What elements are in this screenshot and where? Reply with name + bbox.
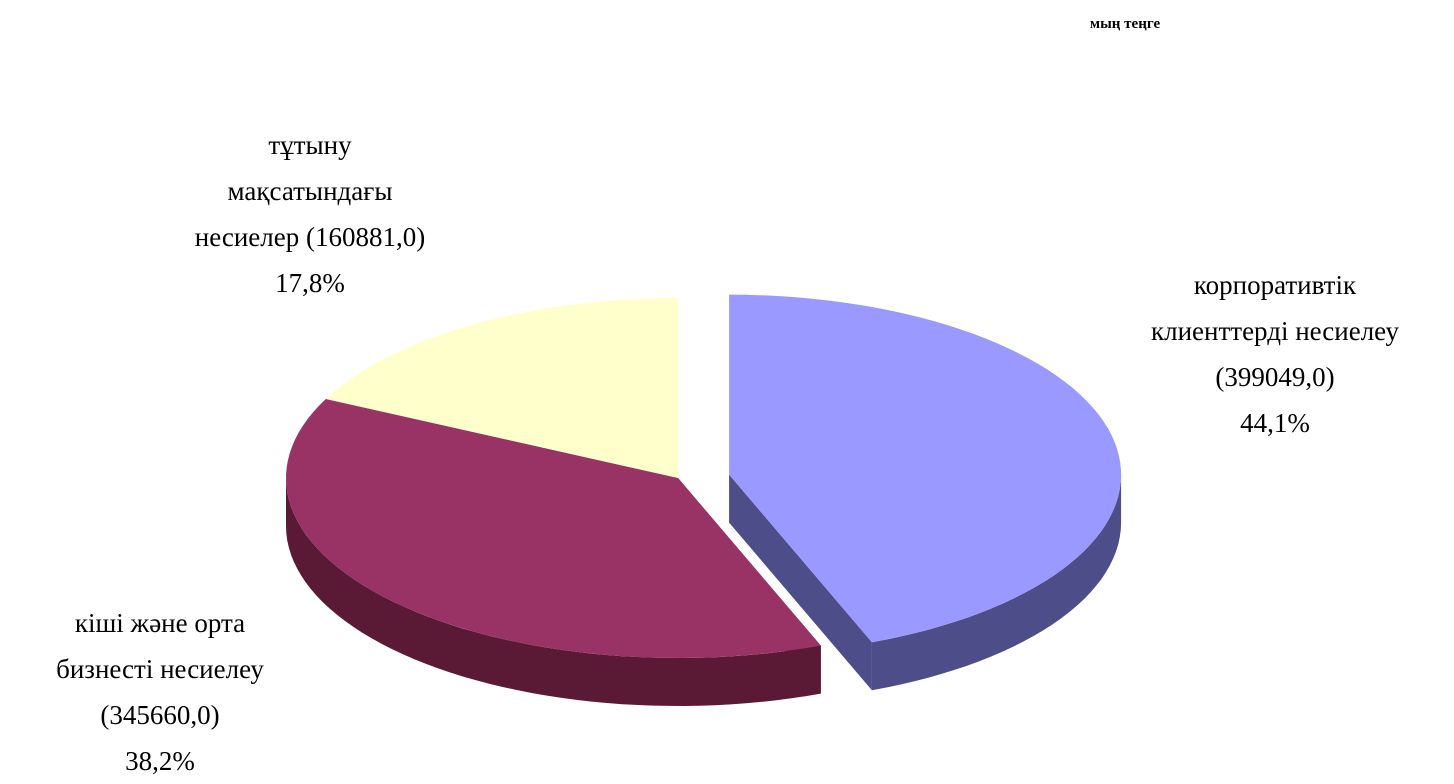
slice-label-word: несиелер: [194, 222, 300, 252]
slice-label-corporate: корпоративтік клиенттерді несиелеу (3990…: [1095, 262, 1454, 446]
slice-label-consumer: тұтыну мақсатындағы несиелер (160881,0) …: [150, 122, 470, 306]
slice-label-line: клиенттерді несиелеу: [1151, 316, 1399, 346]
slice-side-0: [871, 474, 1122, 691]
slice-label-line: несиелер (160881,0): [150, 214, 470, 260]
slice-label-line: тұтыну: [268, 130, 352, 160]
slice-2: [325, 298, 678, 478]
slice-0: [729, 294, 1122, 643]
slice-cut-face-0-1: [729, 474, 872, 691]
slice-value: (345660,0): [100, 700, 220, 730]
slice-percent: 17,8%: [275, 268, 345, 298]
slice-label-line: мақсатындағы: [227, 176, 393, 206]
slice-value: (399049,0): [1215, 362, 1335, 392]
slice-label-line: кіші және орта: [74, 608, 246, 638]
slice-percent: 44,1%: [1240, 408, 1310, 438]
unit-label: мың теңге: [1089, 16, 1161, 32]
slice-side-1: [286, 478, 821, 706]
slice-label-line: бизнесті несиелеу: [56, 654, 264, 684]
slice-percent: 38,2%: [125, 746, 195, 776]
slice-label-line: корпоративтік: [1193, 270, 1357, 300]
slice-label-sme: кіші және орта бизнесті несиелеу (345660…: [0, 600, 320, 784]
slice-value: (160881,0): [306, 222, 426, 252]
slice-1: [286, 399, 821, 658]
